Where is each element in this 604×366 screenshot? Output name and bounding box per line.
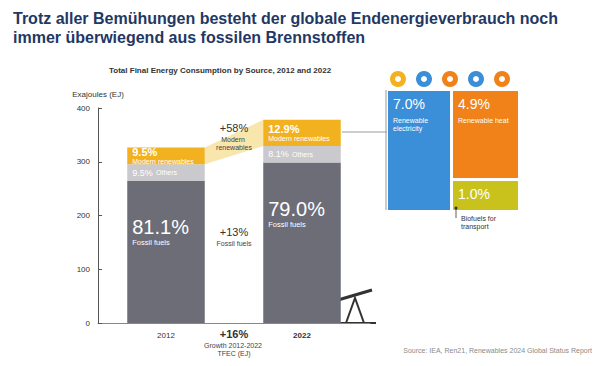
- svg-text:TFEC (EJ): TFEC (EJ): [217, 350, 250, 358]
- svg-text:7.0%: 7.0%: [393, 96, 425, 112]
- svg-text:Biofuels for: Biofuels for: [461, 215, 498, 222]
- svg-text:Fossil fuels: Fossil fuels: [216, 240, 252, 247]
- svg-text:200: 200: [77, 211, 91, 220]
- svg-text:Trotz aller Bemühungen besteht: Trotz aller Bemühungen besteht der globa…: [13, 10, 562, 27]
- svg-text:Modern: Modern: [221, 136, 247, 143]
- svg-text:1.0%: 1.0%: [458, 186, 490, 202]
- svg-text:electricity: electricity: [393, 125, 423, 133]
- svg-text:9.5%: 9.5%: [132, 168, 153, 178]
- svg-text:4.9%: 4.9%: [458, 96, 490, 112]
- svg-text:Growth 2012-2022: Growth 2012-2022: [204, 342, 264, 349]
- svg-text:400: 400: [77, 104, 91, 113]
- svg-text:Exajoules (EJ): Exajoules (EJ): [72, 90, 124, 99]
- svg-text:Fossil fuels: Fossil fuels: [268, 220, 306, 229]
- svg-text:renewables: renewables: [216, 144, 252, 151]
- svg-text:Others: Others: [156, 169, 178, 176]
- svg-text:2012: 2012: [157, 331, 175, 340]
- svg-text:8.1%: 8.1%: [268, 149, 289, 159]
- svg-text:Others: Others: [292, 151, 314, 158]
- svg-text:0: 0: [86, 319, 91, 328]
- svg-text:100: 100: [77, 265, 91, 274]
- svg-text:300: 300: [77, 157, 91, 166]
- svg-text:2022: 2022: [293, 331, 311, 340]
- svg-text:Total Final Energy Consumption: Total Final Energy Consumption by Source…: [109, 66, 332, 75]
- svg-text:+58%: +58%: [220, 122, 249, 134]
- svg-text:immer überwiegend aus fossilen: immer überwiegend aus fossilen Brennstof…: [13, 29, 365, 46]
- svg-text:Renewable: Renewable: [393, 117, 430, 124]
- svg-text:Modern renewables: Modern renewables: [132, 158, 194, 165]
- svg-text:79.0%: 79.0%: [268, 198, 325, 220]
- svg-text:+16%: +16%: [220, 328, 249, 340]
- svg-text:Source: IEA, Ren21, Renewables: Source: IEA, Ren21, Renewables 2024 Glob…: [403, 347, 592, 355]
- svg-text:Modern renewables: Modern renewables: [268, 135, 330, 142]
- svg-text:Fossil fuels: Fossil fuels: [132, 238, 170, 247]
- svg-text:+13%: +13%: [220, 226, 249, 238]
- svg-text:81.1%: 81.1%: [132, 216, 189, 238]
- svg-text:12.9%: 12.9%: [268, 123, 299, 135]
- svg-text:Renewable heat: Renewable heat: [458, 117, 509, 124]
- svg-text:transport: transport: [461, 223, 489, 231]
- svg-text:9.5%: 9.5%: [132, 146, 157, 158]
